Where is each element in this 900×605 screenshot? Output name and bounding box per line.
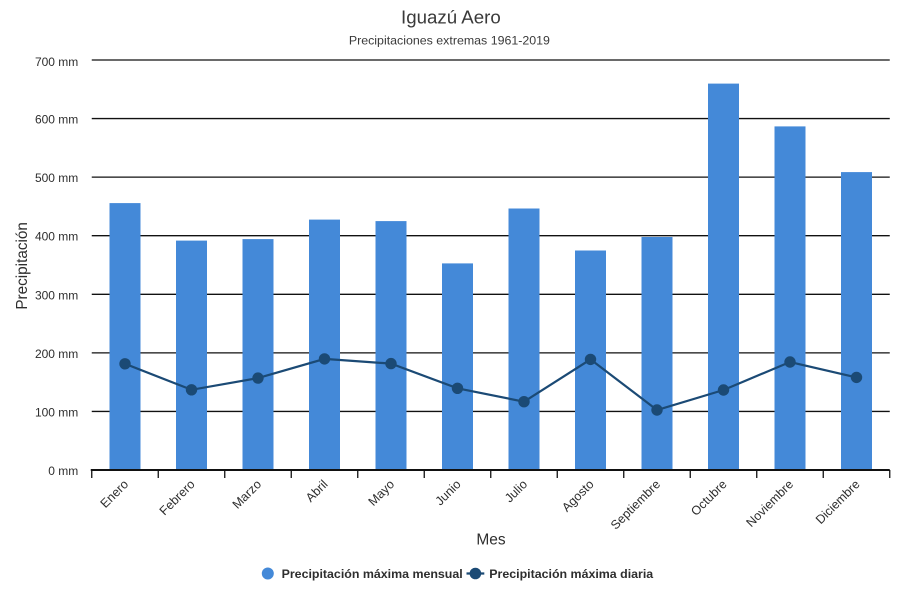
svg-text:Precipitaciones extremas 1961-: Precipitaciones extremas 1961-2019 bbox=[349, 33, 550, 47]
svg-text:Iguazú Aero: Iguazú Aero bbox=[401, 7, 501, 28]
svg-text:200 mm: 200 mm bbox=[35, 347, 78, 361]
svg-text:700 mm: 700 mm bbox=[35, 55, 78, 69]
svg-text:300 mm: 300 mm bbox=[35, 288, 78, 302]
svg-text:500 mm: 500 mm bbox=[35, 171, 78, 185]
svg-text:0 mm: 0 mm bbox=[48, 464, 78, 478]
svg-text:Mes: Mes bbox=[476, 532, 506, 549]
svg-text:Precipitación máxima mensual: Precipitación máxima mensual bbox=[282, 567, 463, 581]
svg-text:400 mm: 400 mm bbox=[35, 230, 78, 244]
svg-text:600 mm: 600 mm bbox=[35, 113, 78, 127]
svg-text:Precipitación máxima diaria: Precipitación máxima diaria bbox=[489, 567, 653, 581]
svg-text:100 mm: 100 mm bbox=[35, 405, 78, 419]
svg-text:Precipitación: Precipitación bbox=[14, 222, 31, 310]
